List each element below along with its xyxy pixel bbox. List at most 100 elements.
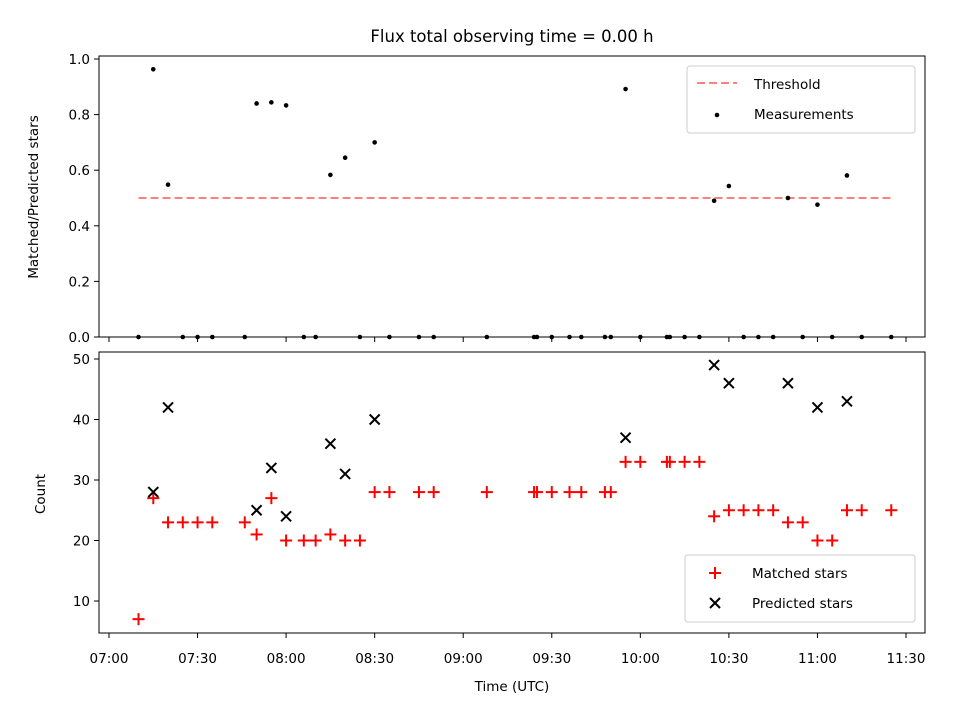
measurement-point xyxy=(785,195,791,201)
top-y-ticks: 0.0 0.2 0.4 0.6 0.8 1.0 xyxy=(69,52,99,346)
matched-star-point xyxy=(176,516,189,529)
matched-star-point xyxy=(545,486,558,499)
matched-star-point xyxy=(339,534,352,547)
matched-star-point xyxy=(826,534,839,547)
matched-star-point xyxy=(265,492,278,505)
predicted-star-point xyxy=(811,401,824,414)
predicted-star-point xyxy=(147,486,159,498)
matched-star-point xyxy=(206,516,219,529)
matched-star-point xyxy=(708,510,721,523)
top-y-tick-label: 0.6 xyxy=(69,163,90,179)
x-tick-label: 10:00 xyxy=(621,651,660,667)
matched-star-point xyxy=(840,504,853,517)
top-y-tick-label: 1.0 xyxy=(69,52,90,68)
x-tick-label: 09:30 xyxy=(532,651,571,667)
bottom-y-tick-label: 10 xyxy=(73,594,90,610)
bottom-plot-frame xyxy=(98,351,926,634)
predicted-star-point xyxy=(265,462,278,474)
count-panel: Count Time (UTC) 10 20 30 40 50 07:00 07:30 08… xyxy=(33,351,926,695)
matched-star-point xyxy=(604,486,617,499)
predicted-star-point xyxy=(339,468,351,480)
bottom-legend: Matched stars Predicted stars xyxy=(684,554,916,623)
top-legend-box xyxy=(686,65,916,134)
predicted-star-point xyxy=(280,510,292,523)
matched-star-point xyxy=(132,613,145,626)
predicted-star-point xyxy=(250,504,263,516)
bottom-legend-box xyxy=(684,554,916,623)
x-tick-label: 11:30 xyxy=(887,651,926,667)
matched-star-point xyxy=(353,534,366,547)
matched-stars-points xyxy=(132,455,898,626)
bottom-x-ticks: 07:00 07:30 08:00 08:30 09:00 09:30 10:00 10:30… xyxy=(90,633,926,667)
legend-measurements-label: Measurements xyxy=(754,107,854,123)
legend-threshold-label: Threshold xyxy=(753,77,821,93)
x-tick-label: 07:30 xyxy=(178,651,217,667)
x-tick-label: 10:30 xyxy=(709,651,748,667)
matched-star-point xyxy=(752,504,765,517)
top-y-tick-label: 0.2 xyxy=(69,274,90,290)
matched-star-point xyxy=(811,534,824,547)
matched-star-point xyxy=(147,492,160,505)
legend-matched-label: Matched stars xyxy=(752,566,848,582)
matched-star-point xyxy=(162,516,175,529)
matched-star-point xyxy=(885,504,898,517)
matched-star-point xyxy=(575,486,588,499)
legend-matched-swatch xyxy=(709,567,721,579)
bottom-y-tick-label: 30 xyxy=(73,473,90,489)
top-x-ticks xyxy=(108,337,907,342)
matched-star-point xyxy=(855,504,868,517)
matched-star-point xyxy=(480,486,493,499)
matched-star-point xyxy=(191,516,204,529)
x-tick-label: 11:00 xyxy=(798,651,837,667)
x-tick-label: 09:00 xyxy=(444,651,483,667)
bottom-y-ticks: 10 20 30 40 50 xyxy=(73,352,99,610)
chart-title: Flux total observing time = 0.00 h xyxy=(370,27,653,46)
x-tick-label: 08:00 xyxy=(267,651,306,667)
matched-star-point xyxy=(297,534,310,547)
matched-star-point xyxy=(427,486,440,499)
predicted-star-point xyxy=(368,413,381,426)
x-tick-label: 08:30 xyxy=(355,651,394,667)
matched-star-point xyxy=(531,486,544,499)
measurement-point xyxy=(269,100,274,105)
matched-star-point xyxy=(238,516,251,529)
top-y-tick-label: 0.8 xyxy=(69,108,90,124)
matched-star-point xyxy=(368,486,381,499)
predicted-star-point xyxy=(723,377,735,389)
predicted-stars-points xyxy=(147,359,853,523)
measurement-point xyxy=(150,66,156,72)
matched-star-point xyxy=(250,528,263,541)
predicted-marker-swatch xyxy=(709,597,721,609)
matched-star-point xyxy=(280,534,293,547)
matched-star-point xyxy=(678,455,691,468)
top-y-tick-label: 0.4 xyxy=(69,219,90,235)
measurement-point xyxy=(844,173,850,178)
matched-star-point xyxy=(634,455,647,468)
measurement-point xyxy=(165,182,171,187)
measurement-point xyxy=(623,86,628,92)
matched-star-point xyxy=(412,486,425,499)
top-y-tick-label: 0.0 xyxy=(69,330,90,346)
predicted-star-point xyxy=(619,431,632,444)
matched-marker-swatch xyxy=(709,567,721,579)
matched-star-point xyxy=(722,504,735,517)
top-plot-frame xyxy=(98,55,926,338)
measurement-point xyxy=(711,198,717,204)
matched-star-point xyxy=(324,528,337,541)
measurement-point xyxy=(815,202,820,207)
ratio-panel: Flux total observing time = 0.00 h Match… xyxy=(26,27,926,346)
legend-predicted-swatch xyxy=(709,597,721,609)
predicted-star-point xyxy=(708,359,720,371)
matched-star-point xyxy=(383,486,396,499)
measurement-point xyxy=(283,103,289,108)
matched-star-point xyxy=(737,504,750,517)
predicted-star-point xyxy=(782,377,794,389)
bottom-y-tick-label: 50 xyxy=(73,352,90,368)
measurement-point xyxy=(328,172,333,178)
matched-star-point xyxy=(693,455,706,468)
matched-star-point xyxy=(619,455,632,468)
x-tick-label: 07:00 xyxy=(90,651,129,667)
top-y-axis-label: Matched/Predicted stars xyxy=(26,115,42,278)
measurement-point xyxy=(372,140,377,145)
